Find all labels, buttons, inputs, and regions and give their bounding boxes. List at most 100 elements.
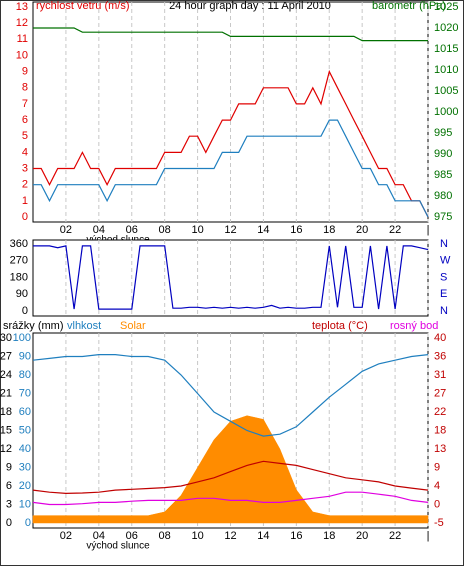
line — [33, 245, 429, 310]
y-tick-label: 995 — [434, 127, 452, 139]
y-tick-label: 9 — [6, 461, 12, 473]
y-tick-label: 9 — [434, 461, 440, 473]
x-tick-label: 02 — [60, 224, 72, 236]
y-tick-label: 31 — [434, 369, 446, 381]
x-tick-label: 16 — [290, 224, 302, 236]
y-tick-label: 12 — [0, 443, 12, 455]
y-tick-label: -5 — [434, 517, 444, 529]
y-tick-label: 21 — [0, 387, 12, 399]
y-tick-label: 4 — [22, 146, 28, 158]
y2-axis-label: barometr (hPa) — [372, 0, 446, 12]
x-tick-label: 18 — [323, 224, 335, 236]
y-tick-label: 2 — [22, 179, 28, 191]
x-tick-label: 18 — [323, 530, 335, 542]
line — [32, 354, 429, 437]
y-tick-label: 18 — [0, 406, 12, 418]
y-tick-label: 12 — [16, 17, 28, 29]
y-tick-label: 30 — [0, 332, 12, 344]
x-tick-label: 10 — [191, 224, 203, 236]
y-tick-label: 36 — [434, 350, 446, 362]
y-tick-label: W — [440, 255, 451, 267]
y-tick-label: 985 — [434, 169, 452, 181]
chart-title: 24 hour graph day : 11 April 2010 — [169, 0, 331, 12]
y-tick-label: 0 — [22, 305, 28, 317]
y-axis-label: rychlost vetru (m/s) — [36, 0, 130, 12]
line — [33, 69, 429, 218]
y-tick-label: 1005 — [434, 85, 458, 97]
y-tick-label: 40 — [434, 332, 446, 344]
line — [33, 27, 428, 42]
y-tick-label: 6 — [22, 114, 28, 126]
x-tick-label: 20 — [356, 530, 368, 542]
area — [32, 415, 429, 524]
y-tick-label: 24 — [0, 369, 12, 381]
x-tick-label: 06 — [126, 530, 138, 542]
x-tick-label: | — [427, 530, 430, 542]
y-tick-label: 40 — [19, 443, 31, 455]
x-tick-label: 02 — [60, 530, 72, 542]
y-tick-label: 980 — [434, 190, 452, 202]
y-tick-label: 30 — [19, 461, 31, 473]
y-tick-label: 27 — [434, 387, 446, 399]
legend-label: rosný bod — [390, 320, 438, 332]
y-tick-label: 50 — [19, 424, 31, 436]
y-tick-label: 4 — [434, 480, 440, 492]
y-tick-label: S — [440, 271, 447, 283]
line — [33, 119, 429, 218]
x-tick-label: | — [427, 224, 430, 236]
y-tick-label: 0 — [6, 517, 12, 529]
x-tick-label: 14 — [257, 224, 269, 236]
y-tick-label: 13 — [434, 443, 446, 455]
y-tick-label: 270 — [10, 255, 28, 267]
y-tick-label: 1 — [22, 195, 28, 207]
y-tick-label: 70 — [19, 387, 31, 399]
line — [32, 460, 429, 495]
y-tick-label: E — [440, 288, 447, 300]
y-tick-label: 18 — [434, 424, 446, 436]
x-tick-label: 14 — [257, 530, 269, 542]
y-tick-label: 0 — [25, 517, 31, 529]
y-tick-label: 1025 — [434, 1, 458, 13]
x-tick-label: 04 — [93, 224, 105, 236]
y-tick-label: 1020 — [434, 22, 458, 34]
y-tick-label: 90 — [16, 288, 28, 300]
legend-label: Solar — [120, 320, 146, 332]
line — [32, 491, 429, 506]
x-tick-label: 12 — [224, 530, 236, 542]
y-tick-label: 0 — [22, 211, 28, 223]
x-tick-label: 12 — [224, 224, 236, 236]
y-tick-label: 22 — [434, 406, 446, 418]
y-tick-label: 20 — [19, 480, 31, 492]
x-tick-label: 08 — [159, 530, 171, 542]
y-tick-label: 27 — [0, 350, 12, 362]
y-tick-label: 1010 — [434, 64, 458, 76]
y-tick-label: 975 — [434, 211, 452, 223]
x-tick-label: 06 — [126, 224, 138, 236]
x-tick-label: 16 — [290, 530, 302, 542]
x-tick-label: 10 — [191, 530, 203, 542]
y-tick-label: 360 — [10, 238, 28, 250]
x-tick-label: 22 — [389, 224, 401, 236]
x-tick-label: 22 — [389, 530, 401, 542]
y-tick-label: 8 — [22, 82, 28, 94]
y-tick-label: 80 — [19, 369, 31, 381]
y-tick-label: 13 — [16, 1, 28, 13]
legend-label: teplota (°C) — [312, 320, 368, 332]
y-tick-label: 9 — [22, 66, 28, 78]
annotation: východ slunce — [86, 541, 150, 552]
y-tick-label: 5 — [22, 130, 28, 142]
y-tick-label: 10 — [19, 498, 31, 510]
y-tick-label: 1000 — [434, 106, 458, 118]
y-tick-label: 100 — [13, 332, 31, 344]
y-axis-label: srážky (mm) — [3, 320, 64, 332]
y-tick-label: 3 — [6, 498, 12, 510]
y-tick-label: 3 — [22, 162, 28, 174]
y-tick-label: 7 — [22, 98, 28, 110]
y-tick-label: 10 — [16, 49, 28, 61]
y-tick-label: 1015 — [434, 43, 458, 55]
y-tick-label: 990 — [434, 148, 452, 160]
y-tick-label: 6 — [6, 480, 12, 492]
plot-frame — [32, 1, 429, 223]
x-tick-label: 04 — [93, 530, 105, 542]
